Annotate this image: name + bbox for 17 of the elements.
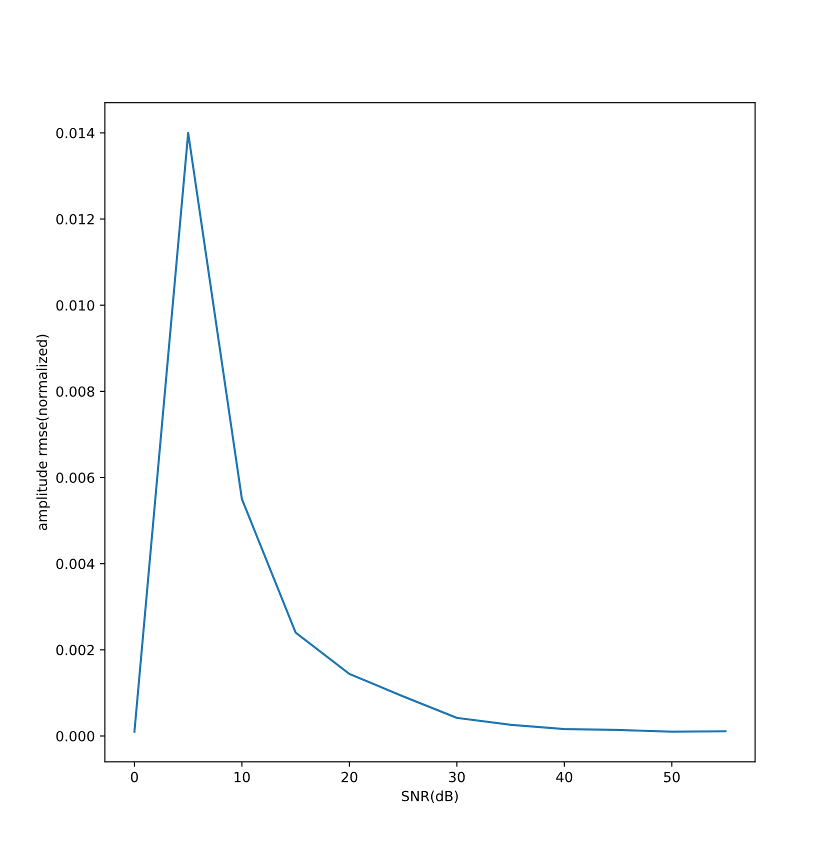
x-tick-label: 40 — [556, 772, 572, 782]
y-tick-label: 0.014 — [56, 128, 94, 138]
y-tick-label: 0.008 — [56, 386, 94, 397]
y-tick-label: 0.004 — [56, 558, 94, 570]
line-series — [133, 132, 727, 733]
y-tick-label: 0.000 — [56, 730, 94, 742]
x-tick-label: 10 — [234, 772, 250, 782]
y-tick-label: 0.002 — [56, 644, 94, 656]
y-tick-label: 0.010 — [56, 300, 94, 311]
x-axis-title: SNR(dB) — [402, 790, 458, 803]
y-tick-label: 0.012 — [56, 214, 94, 225]
x-tick-label: 50 — [664, 772, 680, 782]
x-tick-label: 30 — [449, 772, 465, 782]
x-tick-label: 20 — [342, 772, 358, 782]
y-axis-title: amplitude rmse(normalized) — [36, 334, 50, 530]
x-tick-label: 0 — [130, 772, 138, 782]
y-tick-label: 0.006 — [56, 472, 94, 483]
